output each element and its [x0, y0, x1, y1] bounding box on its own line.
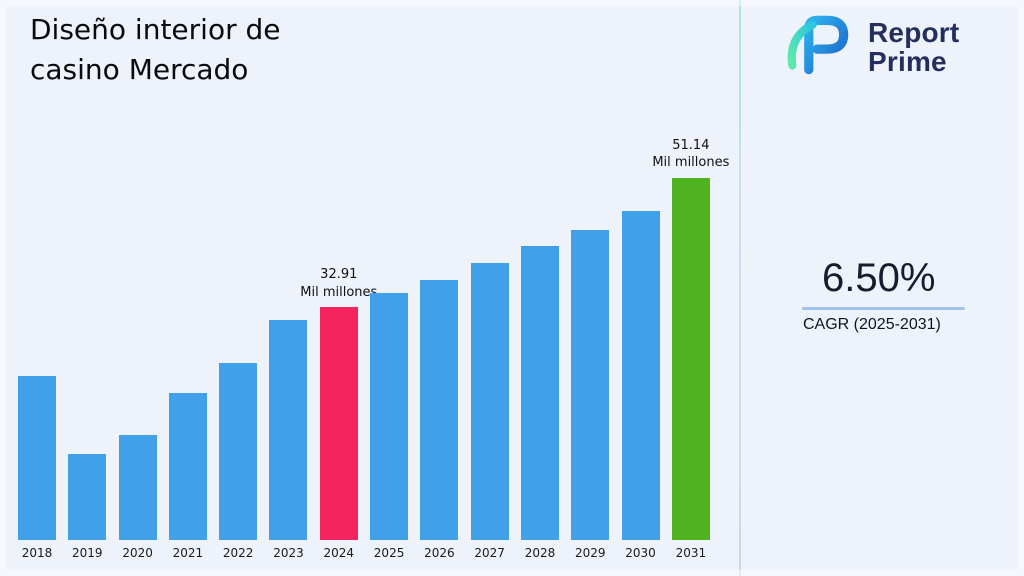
bar-2031 — [671, 178, 710, 540]
x-tick-label-2023: 2023 — [273, 546, 304, 560]
vertical-divider — [739, 0, 741, 576]
x-tick-label-2031: 2031 — [675, 546, 707, 560]
bar-2029 — [571, 229, 610, 540]
bar-group-2021: 2021 — [168, 136, 207, 566]
x-tick-label-2028: 2028 — [524, 546, 556, 560]
bar-2022 — [219, 363, 258, 540]
page-title: Diseño interior de casino Mercado — [30, 13, 281, 87]
cagr-value: 6.50% — [822, 256, 936, 300]
bar-group-2022: 2022 — [219, 136, 258, 566]
bar-2027 — [470, 263, 509, 540]
bar-2030 — [621, 210, 660, 540]
x-tick-label-2020: 2020 — [122, 546, 153, 560]
bar-2025 — [370, 292, 409, 540]
bar-group-2018: 2018 — [18, 136, 56, 566]
bar-2018 — [18, 375, 56, 540]
bar-2024 — [319, 307, 358, 540]
bar-2020 — [118, 434, 157, 540]
bar-group-2029: 2029 — [571, 136, 610, 566]
logo-text-line2: Prime — [868, 46, 947, 77]
x-tick-label-2018: 2018 — [21, 546, 53, 560]
bar-2028 — [520, 246, 559, 540]
x-tick-label-2021: 2021 — [172, 546, 204, 560]
bar-2026 — [420, 279, 459, 540]
bar-group-2028: 2028 — [520, 136, 559, 566]
annotation-line: 51.14 — [672, 137, 710, 153]
bar-group-2026: 2026 — [420, 136, 459, 566]
bar-value-annotation-2024: 32.91 Mil millones — [283, 266, 395, 301]
logo-text-line1: Report — [868, 16, 960, 48]
x-tick-label-2025: 2025 — [373, 546, 405, 560]
report-prime-logo-text: Report Prime — [868, 18, 959, 76]
bar-chart: 2018 2019 2020 2021 2022 2023 32.91 Mil millone… — [18, 136, 729, 566]
x-tick-label-2019: 2019 — [72, 546, 103, 560]
cagr-label: CAGR (2025-2031) — [803, 316, 941, 333]
x-tick-label-2022: 2022 — [222, 546, 254, 560]
cagr-underline — [802, 307, 965, 310]
bar-group-2023: 2023 — [269, 136, 308, 566]
annotation-line: 32.91 — [320, 266, 358, 282]
bar-group-2020: 2020 — [118, 136, 157, 566]
bar-value-annotation-2031: 51.14 Mil millones — [635, 137, 747, 172]
x-tick-label-2029: 2029 — [574, 546, 606, 560]
annotation-line: Mil millones — [652, 155, 730, 171]
x-tick-label-2024: 2024 — [323, 546, 355, 560]
bar-group-2019: 2019 — [68, 136, 107, 566]
bar-2019 — [68, 454, 107, 540]
bar-group-2031: 51.14 Mil millones 2031 — [652, 136, 729, 566]
x-tick-label-2030: 2030 — [625, 546, 656, 560]
report-prime-logo-icon — [778, 12, 858, 82]
bar-group-2027: 2027 — [470, 136, 509, 566]
report-prime-logo: Report Prime — [778, 12, 959, 82]
bar-2021 — [168, 393, 207, 540]
bar-group-2030: 2030 — [621, 136, 660, 566]
annotation-line: Mil millones — [300, 284, 378, 300]
bar-group-2025: 2025 — [370, 136, 409, 566]
x-tick-label-2026: 2026 — [424, 546, 455, 560]
x-tick-label-2027: 2027 — [474, 546, 505, 560]
bar-group-2024: 32.91 Mil millones 2024 — [300, 136, 377, 566]
bar-2023 — [269, 319, 308, 540]
